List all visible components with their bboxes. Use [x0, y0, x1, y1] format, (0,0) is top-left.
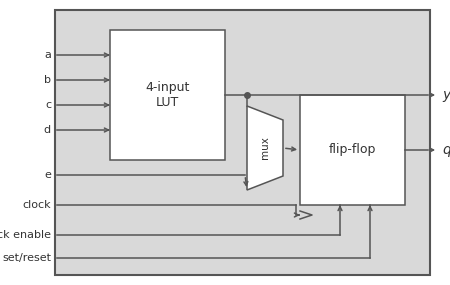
- Text: y: y: [442, 88, 450, 102]
- Text: d: d: [44, 125, 51, 135]
- Text: clock: clock: [22, 200, 51, 210]
- Text: a: a: [44, 50, 51, 60]
- Text: b: b: [44, 75, 51, 85]
- Text: e: e: [44, 170, 51, 180]
- Bar: [300, 95, 405, 205]
- Text: mux: mux: [260, 137, 270, 159]
- Text: set/reset: set/reset: [2, 253, 51, 263]
- Bar: [55, 10, 430, 275]
- Bar: [110, 30, 225, 160]
- Polygon shape: [247, 106, 283, 190]
- Text: 4-input
LUT: 4-input LUT: [145, 81, 190, 109]
- Text: c: c: [45, 100, 51, 110]
- Text: q: q: [442, 143, 450, 157]
- Text: clock enable: clock enable: [0, 230, 51, 240]
- Text: flip-flop: flip-flop: [329, 144, 376, 156]
